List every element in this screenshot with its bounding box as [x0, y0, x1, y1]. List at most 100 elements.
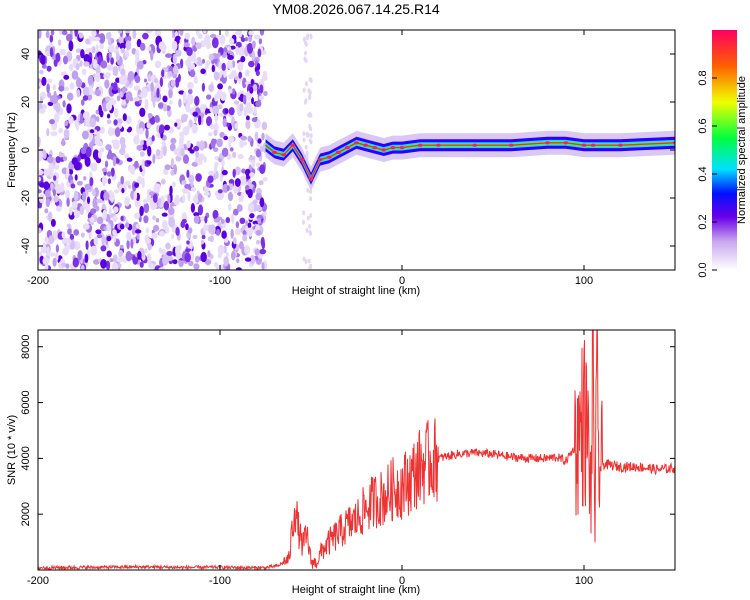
noise-blob — [247, 188, 253, 199]
noise-blob — [221, 169, 228, 176]
noise-blob — [232, 151, 237, 159]
noise-blob — [223, 256, 229, 267]
noise-blob — [63, 74, 70, 80]
noise-blob — [107, 149, 113, 160]
noise-blob — [96, 116, 100, 123]
noise-blob — [40, 54, 46, 65]
noise-blob — [63, 55, 68, 65]
noise-blob — [252, 220, 259, 225]
noise-blob — [120, 68, 126, 76]
noise-blob — [179, 133, 185, 142]
noise-blob — [248, 60, 255, 68]
noise-blob — [182, 91, 187, 102]
noise-blob — [193, 145, 200, 152]
ridge-peak-spot — [563, 141, 569, 145]
noise-blob — [193, 263, 200, 270]
noise-blob — [239, 241, 244, 250]
snr-y-tick-label: 2000 — [20, 502, 32, 526]
noise-blob — [58, 85, 65, 92]
noise-blob — [64, 237, 72, 245]
noise-blob — [209, 106, 213, 113]
noise-blob — [64, 120, 69, 127]
noise-blob — [302, 131, 306, 137]
noise-blob — [223, 47, 228, 52]
noise-blob — [248, 35, 253, 43]
noise-blob — [93, 129, 98, 135]
noise-blob — [235, 221, 240, 229]
noise-blob — [112, 215, 118, 222]
noise-blob — [47, 92, 52, 98]
noise-blob — [219, 34, 226, 45]
ridge-peak-spot — [363, 143, 369, 147]
noise-blob — [102, 209, 107, 221]
noise-blob — [93, 236, 99, 246]
noise-blob — [217, 83, 224, 90]
noise-blob — [124, 180, 131, 186]
noise-blob — [110, 193, 115, 203]
noise-blob — [223, 135, 229, 141]
spectrogram-x-tick-label: -100 — [209, 275, 231, 287]
noise-blob — [178, 90, 185, 95]
noise-blob — [108, 208, 112, 215]
noise-blob — [124, 49, 130, 58]
noise-blob — [175, 49, 182, 57]
snr-series-line — [38, 330, 675, 570]
noise-blob — [38, 169, 44, 176]
noise-blob — [228, 191, 233, 202]
noise-blob — [240, 55, 246, 63]
noise-blob — [215, 264, 219, 270]
noise-blob — [247, 135, 252, 143]
noise-blob — [74, 174, 78, 181]
noise-blob — [125, 30, 131, 34]
noise-blob — [124, 196, 130, 207]
noise-blob — [309, 34, 313, 40]
noise-blob — [67, 92, 74, 101]
noise-blob — [195, 151, 200, 159]
noise-blob — [97, 150, 102, 159]
noise-blob — [119, 244, 124, 249]
noise-blob — [189, 149, 195, 154]
noise-blob — [146, 193, 151, 203]
noise-blob — [184, 252, 191, 263]
noise-blob — [197, 33, 203, 40]
noise-blob — [138, 127, 144, 135]
noise-blob — [234, 100, 240, 105]
noise-blob — [108, 44, 115, 53]
noise-blob — [225, 252, 229, 257]
noise-blob — [233, 208, 239, 216]
noise-blob — [39, 96, 43, 104]
noise-blob — [139, 205, 144, 217]
noise-blob — [73, 210, 79, 218]
noise-blob — [49, 119, 55, 125]
noise-blob — [305, 150, 309, 156]
noise-blob — [197, 204, 204, 216]
noise-blob — [202, 30, 207, 34]
noise-blob — [211, 37, 219, 49]
noise-blob — [143, 198, 147, 205]
noise-blob — [75, 122, 79, 131]
noise-blob — [241, 168, 246, 174]
noise-blob — [191, 123, 198, 134]
noise-blob — [218, 61, 223, 70]
noise-blob — [246, 103, 252, 113]
noise-blob — [192, 235, 198, 239]
noise-blob — [195, 173, 202, 182]
noise-blob — [72, 257, 80, 268]
noise-blob — [39, 69, 44, 75]
noise-blob — [206, 94, 212, 100]
noise-blob — [216, 195, 223, 201]
snr-y-tick-label: 6000 — [20, 390, 32, 414]
chart-title: YM08.2026.067.14.25.R14 — [272, 1, 440, 17]
noise-blob — [55, 156, 61, 164]
ridge-peak-spot — [381, 148, 387, 152]
colorbar: 0.0 0.2 0.4 0.6 0.8 Normalized spectral ampl… — [697, 30, 748, 278]
noise-blob — [53, 195, 59, 203]
noise-blob — [187, 227, 193, 234]
noise-blob — [47, 101, 54, 107]
noise-blob — [221, 62, 226, 71]
noise-blob — [85, 240, 89, 250]
noise-blob — [135, 223, 141, 229]
ridge-peak-spot — [508, 143, 514, 147]
noise-blob — [163, 200, 170, 211]
